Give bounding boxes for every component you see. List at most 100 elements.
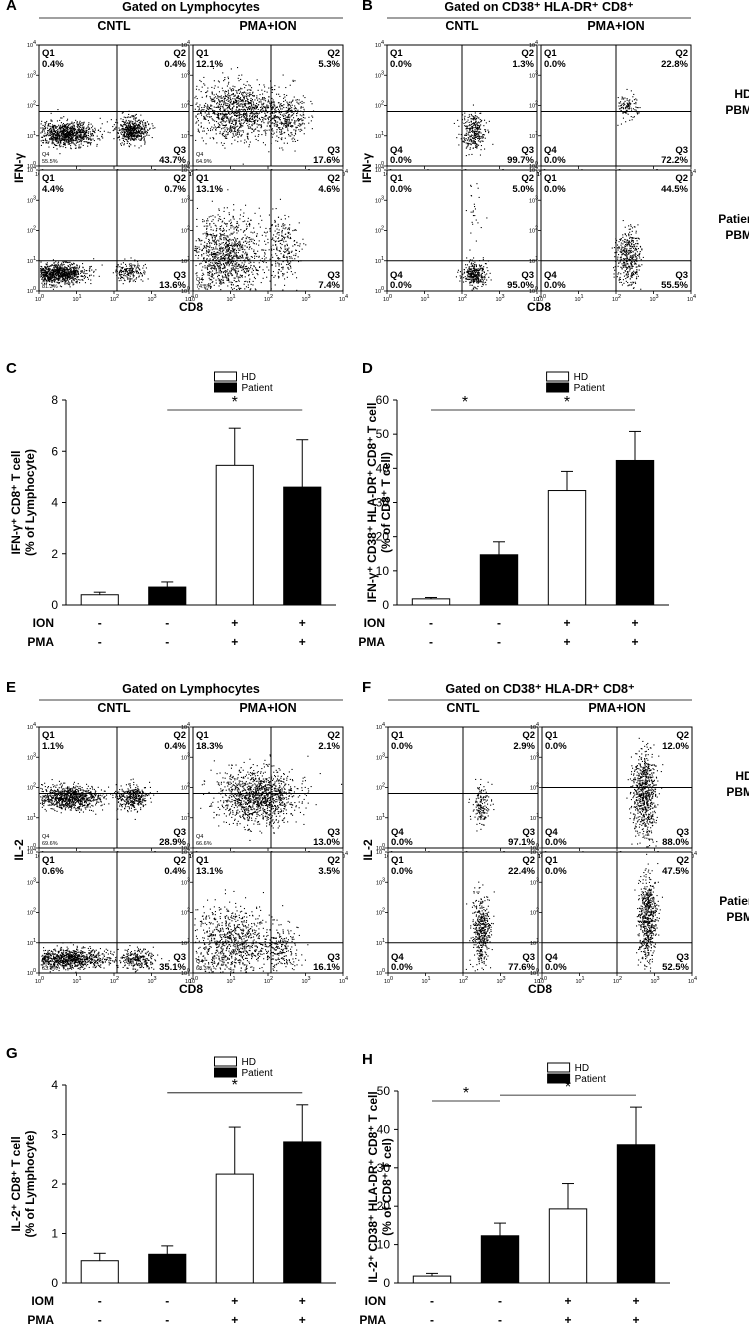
event-dot — [201, 249, 203, 251]
event-dot — [198, 124, 200, 126]
event-dot — [94, 129, 96, 131]
event-dot — [235, 244, 237, 246]
event-dot — [53, 134, 55, 136]
event-dot — [227, 118, 229, 120]
event-dot — [216, 227, 218, 229]
event-dot — [231, 275, 233, 277]
event-dot — [140, 279, 142, 281]
event-dot — [223, 230, 225, 232]
event-dot — [230, 117, 232, 119]
event-dot — [247, 281, 249, 283]
y-tick-exp: 1 — [33, 256, 36, 262]
event-dot — [209, 242, 211, 244]
event-dot — [267, 117, 269, 119]
event-dot — [289, 117, 291, 119]
event-dot — [67, 123, 69, 125]
event-dot — [237, 136, 239, 138]
event-dot — [216, 262, 218, 264]
event-dot — [129, 116, 131, 118]
event-dot — [128, 120, 130, 122]
event-dot — [131, 122, 133, 124]
event-dot — [294, 123, 296, 125]
event-dot — [132, 124, 134, 126]
event-dot — [90, 138, 92, 140]
event-dot — [226, 240, 228, 242]
event-dot — [52, 288, 54, 290]
event-dot — [127, 116, 129, 118]
event-dot — [233, 231, 235, 233]
event-dot — [213, 254, 215, 256]
event-dot — [59, 268, 61, 270]
event-dot — [218, 263, 220, 265]
event-dot — [286, 119, 288, 121]
event-dot — [278, 127, 280, 129]
event-dot — [253, 108, 255, 110]
event-dot — [68, 132, 70, 134]
event-dot — [249, 119, 251, 121]
event-dot — [208, 107, 210, 109]
event-dot — [89, 138, 91, 140]
event-dot — [287, 108, 289, 110]
event-dot — [45, 142, 47, 144]
event-dot — [222, 127, 224, 129]
event-dot — [89, 267, 91, 269]
event-dot — [84, 275, 86, 277]
event-dot — [261, 116, 263, 118]
event-dot — [227, 76, 229, 78]
event-dot — [66, 278, 68, 280]
event-dot — [287, 102, 289, 104]
event-dot — [219, 190, 221, 192]
event-dot — [233, 95, 235, 97]
event-dot — [254, 121, 256, 123]
event-dot — [242, 231, 244, 233]
event-dot — [294, 80, 296, 82]
event-dot — [121, 131, 123, 133]
event-dot — [300, 107, 302, 109]
event-dot — [238, 116, 240, 118]
event-dot — [267, 101, 269, 103]
event-dot — [232, 268, 234, 270]
event-dot — [227, 83, 229, 85]
event-dot — [207, 251, 209, 253]
event-dot — [130, 257, 132, 259]
x-tick-exp: 1 — [79, 294, 82, 300]
event-dot — [51, 275, 53, 277]
event-dot — [51, 277, 53, 279]
event-dot — [230, 223, 232, 225]
event-dot — [243, 96, 245, 98]
event-dot — [75, 136, 77, 138]
event-dot — [119, 139, 121, 141]
event-dot — [76, 129, 78, 131]
event-dot — [67, 265, 69, 267]
event-dot — [217, 264, 219, 266]
event-dot — [56, 267, 58, 269]
event-dot — [206, 244, 208, 246]
event-dot — [234, 127, 236, 129]
event-dot — [247, 241, 249, 243]
event-dot — [220, 251, 222, 253]
event-dot — [249, 117, 251, 119]
event-dot — [54, 277, 56, 279]
event-dot — [61, 134, 63, 136]
event-dot — [226, 104, 228, 106]
event-dot — [210, 99, 212, 101]
event-dot — [210, 105, 212, 107]
event-dot — [69, 273, 71, 275]
event-dot — [44, 282, 46, 284]
event-dot — [124, 128, 126, 130]
event-dot — [227, 110, 229, 112]
event-dot — [140, 126, 142, 128]
event-dot — [72, 276, 74, 278]
event-dot — [67, 143, 69, 145]
event-dot — [63, 132, 65, 134]
event-dot — [239, 109, 241, 111]
event-dot — [263, 105, 265, 107]
event-dot — [62, 139, 64, 141]
event-dot — [239, 277, 241, 279]
event-dot — [222, 135, 224, 137]
event-dot — [75, 269, 77, 271]
event-dot — [211, 251, 213, 253]
event-dot — [125, 270, 127, 272]
event-dot — [51, 277, 53, 279]
event-dot — [269, 125, 271, 127]
